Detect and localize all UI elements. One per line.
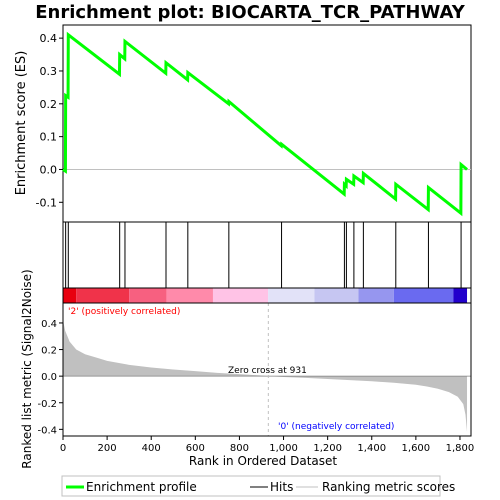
x-axis-label: Rank in Ordered Dataset (189, 454, 337, 468)
es-y-tick-label: 0.1 (40, 131, 58, 144)
es-y-label: Enrichment score (ES) (14, 51, 29, 196)
x-tick-label: 1,000 (269, 443, 298, 454)
positive-correlation-label: '2' (positively correlated) (68, 307, 180, 317)
es-y-tick-label: 0.3 (40, 65, 58, 78)
legend-label: Hits (270, 480, 293, 494)
hits-marks (65, 222, 462, 288)
metric-y-tick-label: 0.4 (41, 319, 57, 330)
metric-panel-frame (62, 302, 472, 437)
chart-title: Enrichment plot: BIOCARTA_TCR_PATHWAY (35, 2, 466, 23)
metric-y-tick-label: 0.0 (41, 372, 57, 383)
heatmap-segment (212, 288, 269, 303)
heatmap-segment (268, 288, 315, 303)
x-tick-label: 800 (230, 443, 249, 454)
heatmap-segment (393, 288, 454, 303)
legend-label: Enrichment profile (86, 480, 197, 494)
enrichment-profile-line (62, 31, 468, 217)
heatmap-segment (314, 288, 359, 303)
heatmap-segment (166, 288, 213, 303)
x-tick-label: 1,800 (446, 443, 475, 454)
metric-y-axis: -0.4 -0.2 0.0 0.2 0.4 (37, 319, 63, 436)
heatmap-segment (453, 288, 468, 303)
es-y-tick-label: 0.0 (40, 163, 58, 176)
x-tick-label: 1,600 (402, 443, 431, 454)
heatmap-segment (129, 288, 167, 303)
x-tick-label: 0 (60, 443, 66, 454)
legend: Enrichment profile Hits Ranking metric sco… (66, 480, 455, 494)
hits-panel-frame (62, 221, 472, 289)
x-axis: 0 200 400 600 800 1,000 1,200 1,400 1,600 1,800 (60, 436, 474, 454)
legend-label: Ranking metric scores (322, 480, 455, 494)
x-tick-label: 1,400 (357, 443, 386, 454)
es-y-tick-label: -0.1 (36, 196, 57, 209)
x-tick-label: 600 (186, 443, 205, 454)
legend-frame (61, 475, 441, 497)
x-tick-label: 1,200 (313, 443, 342, 454)
metric-y-tick-label: -0.2 (37, 399, 57, 410)
metric-y-label: Ranked list metric (Signal2Noise) (20, 269, 34, 468)
zero-cross-label: Zero cross at 931 (228, 366, 307, 376)
es-y-tick-label: 0.2 (40, 98, 58, 111)
es-y-tick-label: 0.4 (40, 32, 58, 45)
es-y-axis: -0.1 0.0 0.1 0.2 0.3 0.4 (36, 32, 63, 209)
heatmap-segment (358, 288, 394, 303)
heatmap-segment (76, 288, 130, 303)
x-tick-label: 400 (142, 443, 161, 454)
negative-correlation-label: '0' (negatively correlated) (278, 422, 394, 432)
rank-heatmap-bar (63, 288, 468, 303)
metric-y-tick-label: 0.2 (41, 346, 57, 357)
x-tick-label: 200 (98, 443, 117, 454)
heatmap-segment (63, 288, 77, 303)
metric-y-tick-label: -0.4 (37, 425, 57, 436)
